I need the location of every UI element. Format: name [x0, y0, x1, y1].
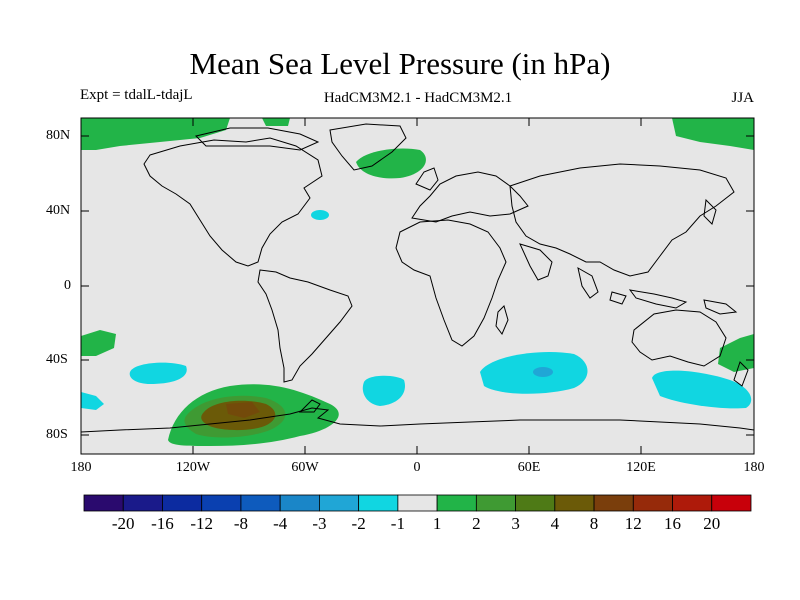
colorbar-swatch: [593, 494, 634, 512]
colorbar-swatch: [162, 494, 203, 512]
coastlines: [81, 123, 754, 433]
colorbar-label: 4: [550, 514, 560, 533]
colorbar-label: 16: [664, 514, 682, 533]
map-title: Mean Sea Level Pressure (in hPa): [189, 46, 611, 81]
map-background: [81, 118, 754, 454]
colorbar-label: 8: [589, 514, 599, 533]
lon-label-60w: 60W: [291, 460, 319, 475]
colorbar-swatch: [672, 494, 713, 512]
season-label: JJA: [731, 90, 754, 106]
anomaly-south-pacific: [129, 362, 187, 384]
colorbar-swatch: [122, 494, 163, 512]
anomaly-new-zealand: [718, 334, 754, 372]
colorbar-label: -8: [233, 514, 249, 533]
colorbar-label: -4: [273, 514, 288, 533]
colorbar-label: -3: [312, 514, 327, 533]
colorbar-swatch: [515, 494, 556, 512]
colorbar-swatch: [475, 494, 516, 512]
colorbar-swatch: [397, 494, 438, 512]
colorbar-swatch: [632, 494, 673, 512]
anomaly-southeast-pacific: [81, 330, 116, 356]
colorbar-swatch: [83, 494, 124, 512]
anomaly-south-atlantic: [362, 375, 405, 406]
colorbar-swatch: [240, 494, 281, 512]
colorbar-label: -16: [151, 514, 174, 533]
axis-ticks: [81, 118, 754, 454]
anomaly-south-pacific-edge: [81, 392, 104, 410]
anomaly-north-atlantic: [311, 210, 329, 220]
lon-label-180w: 180: [70, 460, 92, 475]
colorbar-swatch: [319, 494, 360, 512]
lon-label-120e: 120E: [626, 460, 656, 475]
model-label: HadCM3M2.1 - HadCM3M2.1: [323, 90, 513, 106]
pressure-field: [81, 118, 754, 446]
lon-label-120w: 120W: [175, 460, 211, 475]
colorbar-label: 20: [703, 514, 721, 533]
colorbar-label: -2: [351, 514, 366, 533]
colorbar-label: 1: [432, 514, 442, 533]
lon-label-60e: 60E: [517, 460, 541, 475]
colorbar-label: 12: [624, 514, 642, 533]
colorbar-label: -20: [111, 514, 135, 533]
colorbar-label: 3: [511, 514, 520, 533]
colorbar-swatch: [279, 494, 320, 512]
anomaly-bellingshausen-peak: [226, 402, 260, 418]
anomaly-arctic-east: [672, 118, 754, 150]
experiment-label: Expt = tdalL-tdajL: [80, 87, 193, 103]
anomaly-arctic-small: [262, 118, 290, 126]
colorbar-swatch: [436, 494, 477, 512]
lat-label-80s: 80S: [46, 427, 68, 442]
colorbar-label: -1: [390, 514, 405, 533]
colorbar-swatch: [358, 494, 399, 512]
colorbar-label: 2: [472, 514, 481, 533]
anomaly-south-of-australia: [652, 370, 752, 409]
colorbar-swatch: [554, 494, 595, 512]
colorbar-swatch: [711, 494, 752, 512]
lat-label-40n: 40N: [46, 203, 71, 218]
lat-label-80n: 80N: [46, 128, 71, 143]
colorbar-swatch: [201, 494, 242, 512]
lon-label-0: 0: [413, 460, 421, 475]
colorbar: [83, 494, 752, 512]
lat-label-0: 0: [64, 278, 71, 293]
colorbar-label: -12: [190, 514, 214, 533]
lon-label-180e: 180: [743, 460, 765, 475]
anomaly-indian-ocean-core: [533, 367, 553, 377]
anomaly-greenland: [356, 148, 426, 179]
lat-label-40s: 40S: [46, 352, 68, 367]
